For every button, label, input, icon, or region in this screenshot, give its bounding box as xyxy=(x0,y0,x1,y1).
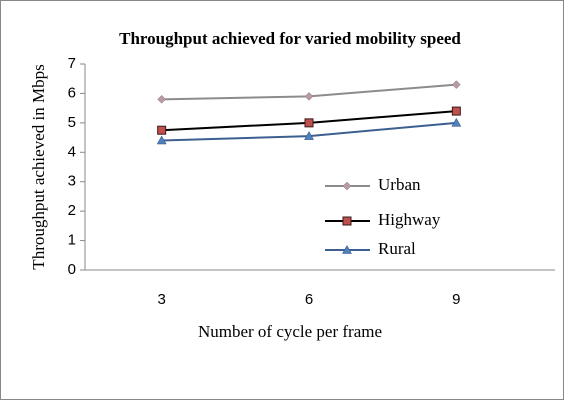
marker xyxy=(304,118,314,128)
y-tick-label: 0 xyxy=(68,261,76,278)
y-tick-label: 6 xyxy=(68,84,76,101)
x-axis-label: Number of cycle per frame xyxy=(198,322,382,341)
x-tick-label: 9 xyxy=(452,291,460,308)
y-tick-label: 7 xyxy=(68,55,76,72)
marker xyxy=(342,181,352,191)
marker xyxy=(451,117,462,127)
marker xyxy=(304,131,314,140)
legend-label: Highway xyxy=(378,210,441,229)
y-tick-label: 4 xyxy=(68,143,76,160)
marker xyxy=(304,92,314,101)
marker xyxy=(156,135,167,145)
marker xyxy=(342,216,352,226)
y-axis-label: Throughput achieved in Mbps xyxy=(29,64,48,269)
y-tick-label: 3 xyxy=(68,173,76,190)
marker xyxy=(451,106,461,116)
chart-title: Throughput achieved for varied mobility … xyxy=(119,29,461,48)
marker xyxy=(157,125,167,135)
marker xyxy=(451,80,461,89)
y-tick-label: 5 xyxy=(68,114,76,131)
y-tick-label: 1 xyxy=(68,232,76,249)
y-tick-label: 2 xyxy=(68,202,76,219)
marker xyxy=(342,244,352,254)
x-tick-label: 3 xyxy=(157,291,165,308)
marker xyxy=(157,94,167,104)
legend-label: Rural xyxy=(378,239,416,258)
legend-label: Urban xyxy=(378,175,421,194)
x-tick-label: 6 xyxy=(305,291,313,308)
